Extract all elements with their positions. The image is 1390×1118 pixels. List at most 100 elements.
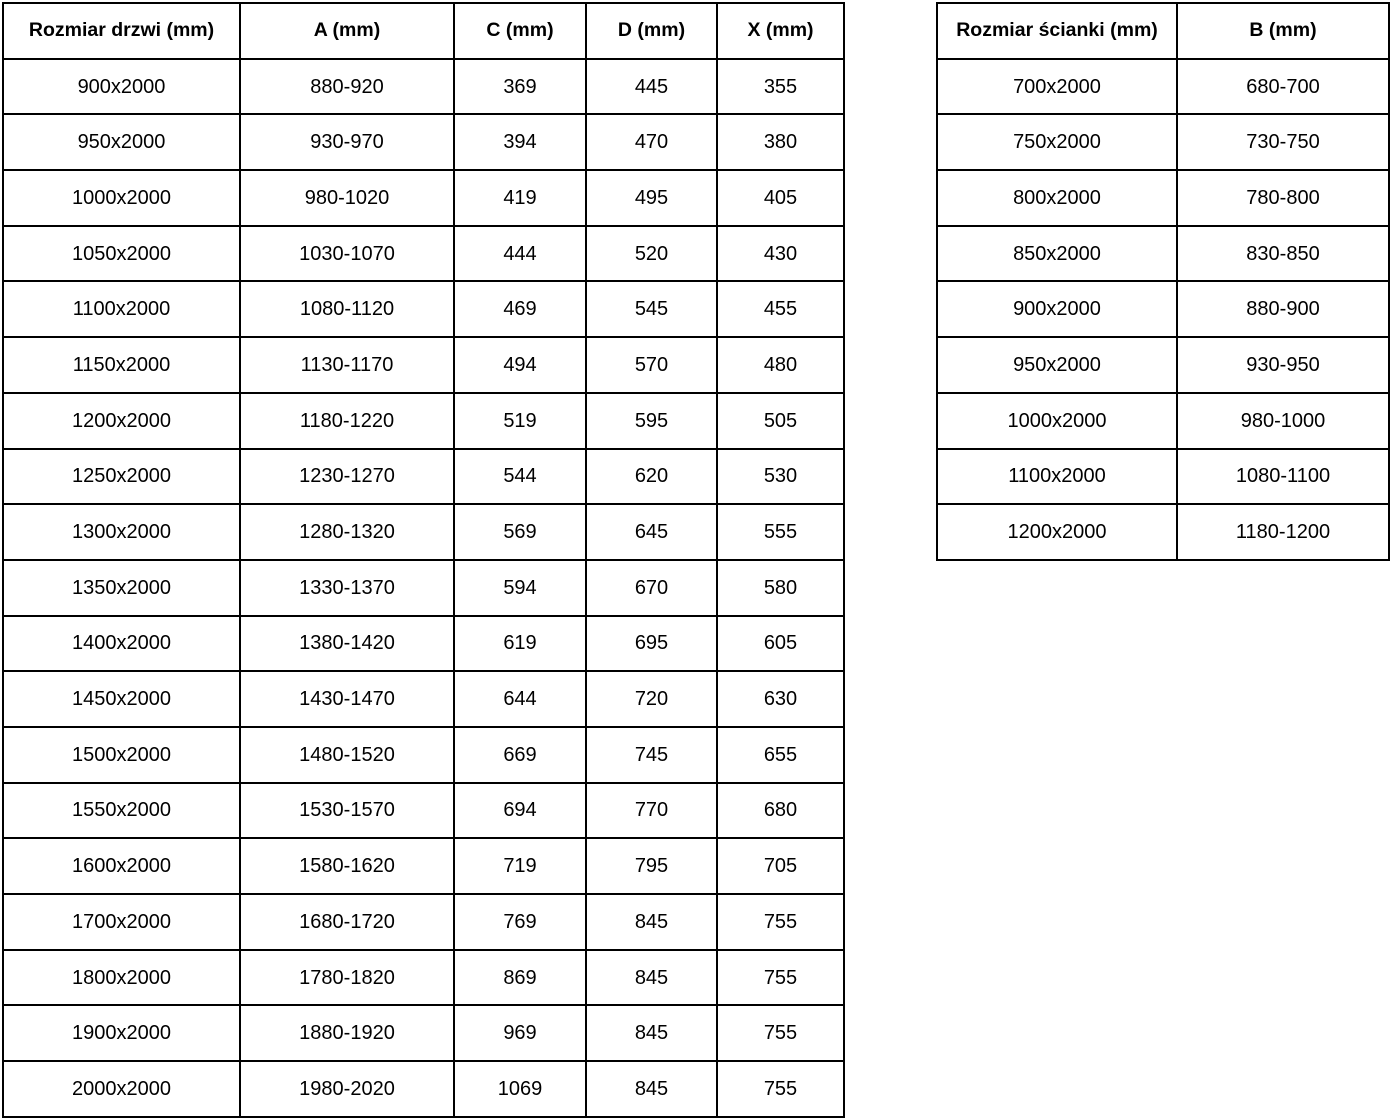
cell-c: 719 <box>453 837 587 895</box>
cell-a: 1880-1920 <box>239 1004 455 1063</box>
cell-a: 1430-1470 <box>239 670 455 728</box>
cell-door-size: 1900x2000 <box>2 1004 241 1063</box>
table-row: 1000x2000 980-1000 <box>936 391 1390 450</box>
cell-d: 495 <box>585 169 718 227</box>
cell-x: 430 <box>716 224 845 283</box>
cell-d: 670 <box>585 558 718 617</box>
cell-a: 1230-1270 <box>239 447 455 506</box>
wall-panel-size-table: Rozmiar ścianki (mm) B (mm) 700x2000 680-… <box>936 2 1390 561</box>
cell-door-size: 950x2000 <box>2 113 241 172</box>
cell-door-size: 1800x2000 <box>2 948 241 1007</box>
cell-a: 1980-2020 <box>239 1060 455 1118</box>
table-row: 1500x2000 1480-1520 669 745 655 <box>2 725 845 784</box>
column-header-wall-size: Rozmiar ścianki (mm) <box>936 2 1178 60</box>
cell-x: 755 <box>716 1060 845 1118</box>
table-header-row: Rozmiar ścianki (mm) B (mm) <box>936 2 1390 60</box>
table-row: 1400x2000 1380-1420 619 695 605 <box>2 614 845 673</box>
cell-x: 630 <box>716 670 845 728</box>
cell-b: 680-700 <box>1176 57 1390 116</box>
cell-x: 530 <box>716 447 845 506</box>
cell-x: 480 <box>716 336 845 394</box>
cell-wall-size: 750x2000 <box>936 113 1178 172</box>
cell-d: 520 <box>585 224 718 283</box>
cell-d: 445 <box>585 57 718 116</box>
table-row: 950x2000 930-970 394 470 380 <box>2 113 845 172</box>
cell-b: 1180-1200 <box>1176 503 1390 561</box>
cell-c: 1069 <box>453 1060 587 1118</box>
cell-d: 645 <box>585 503 718 561</box>
cell-x: 580 <box>716 558 845 617</box>
cell-a: 1030-1070 <box>239 224 455 283</box>
cell-c: 769 <box>453 893 587 951</box>
cell-door-size: 1450x2000 <box>2 670 241 728</box>
cell-a: 930-970 <box>239 113 455 172</box>
cell-x: 705 <box>716 837 845 895</box>
cell-door-size: 1500x2000 <box>2 725 241 784</box>
cell-c: 569 <box>453 503 587 561</box>
table-row: 750x2000 730-750 <box>936 113 1390 172</box>
cell-c: 594 <box>453 558 587 617</box>
cell-d: 845 <box>585 1004 718 1063</box>
cell-door-size: 1300x2000 <box>2 503 241 561</box>
table-row: 1200x2000 1180-1200 <box>936 503 1390 561</box>
cell-wall-size: 1000x2000 <box>936 391 1178 450</box>
cell-d: 720 <box>585 670 718 728</box>
table-row: 700x2000 680-700 <box>936 57 1390 116</box>
cell-d: 845 <box>585 1060 718 1118</box>
cell-b: 780-800 <box>1176 169 1390 227</box>
cell-door-size: 1600x2000 <box>2 837 241 895</box>
cell-wall-size: 700x2000 <box>936 57 1178 116</box>
table-row: 1050x2000 1030-1070 444 520 430 <box>2 224 845 283</box>
cell-d: 695 <box>585 614 718 673</box>
cell-a: 1380-1420 <box>239 614 455 673</box>
column-header-x: X (mm) <box>716 2 845 60</box>
cell-c: 419 <box>453 169 587 227</box>
cell-b: 880-900 <box>1176 280 1390 339</box>
table-row: 1000x2000 980-1020 419 495 405 <box>2 169 845 227</box>
table-row: 850x2000 830-850 <box>936 224 1390 283</box>
cell-door-size: 1050x2000 <box>2 224 241 283</box>
cell-c: 694 <box>453 781 587 840</box>
column-header-b: B (mm) <box>1176 2 1390 60</box>
cell-b: 930-950 <box>1176 336 1390 394</box>
cell-door-size: 1400x2000 <box>2 614 241 673</box>
cell-wall-size: 950x2000 <box>936 336 1178 394</box>
cell-d: 595 <box>585 391 718 450</box>
cell-c: 369 <box>453 57 587 116</box>
cell-x: 455 <box>716 280 845 339</box>
door-table-body: 900x2000 880-920 369 445 355 950x2000 930-970 3… <box>2 57 845 1118</box>
cell-b: 730-750 <box>1176 113 1390 172</box>
table-row: 900x2000 880-920 369 445 355 <box>2 57 845 116</box>
table-row: 1150x2000 1130-1170 494 570 480 <box>2 336 845 394</box>
cell-a: 880-920 <box>239 57 455 116</box>
cell-c: 969 <box>453 1004 587 1063</box>
cell-wall-size: 800x2000 <box>936 169 1178 227</box>
cell-door-size: 1150x2000 <box>2 336 241 394</box>
cell-x: 680 <box>716 781 845 840</box>
cell-c: 869 <box>453 948 587 1007</box>
table-row: 1200x2000 1180-1220 519 595 505 <box>2 391 845 450</box>
wall-table-header: Rozmiar ścianki (mm) B (mm) <box>936 2 1390 60</box>
cell-a: 1280-1320 <box>239 503 455 561</box>
cell-a: 980-1020 <box>239 169 455 227</box>
door-size-table: Rozmiar drzwi (mm) A (mm) C (mm) D (mm) … <box>2 2 845 1118</box>
wall-table-body: 700x2000 680-700 750x2000 730-750 800x2000 78… <box>936 57 1390 561</box>
cell-b: 830-850 <box>1176 224 1390 283</box>
cell-door-size: 1350x2000 <box>2 558 241 617</box>
cell-a: 1580-1620 <box>239 837 455 895</box>
cell-x: 755 <box>716 1004 845 1063</box>
cell-d: 570 <box>585 336 718 394</box>
cell-a: 1530-1570 <box>239 781 455 840</box>
cell-door-size: 1000x2000 <box>2 169 241 227</box>
cell-d: 845 <box>585 893 718 951</box>
cell-c: 544 <box>453 447 587 506</box>
cell-a: 1080-1120 <box>239 280 455 339</box>
table-row: 800x2000 780-800 <box>936 169 1390 227</box>
cell-b: 1080-1100 <box>1176 447 1390 506</box>
cell-wall-size: 1100x2000 <box>936 447 1178 506</box>
cell-x: 655 <box>716 725 845 784</box>
cell-a: 1480-1520 <box>239 725 455 784</box>
cell-c: 644 <box>453 670 587 728</box>
table-row: 1550x2000 1530-1570 694 770 680 <box>2 781 845 840</box>
